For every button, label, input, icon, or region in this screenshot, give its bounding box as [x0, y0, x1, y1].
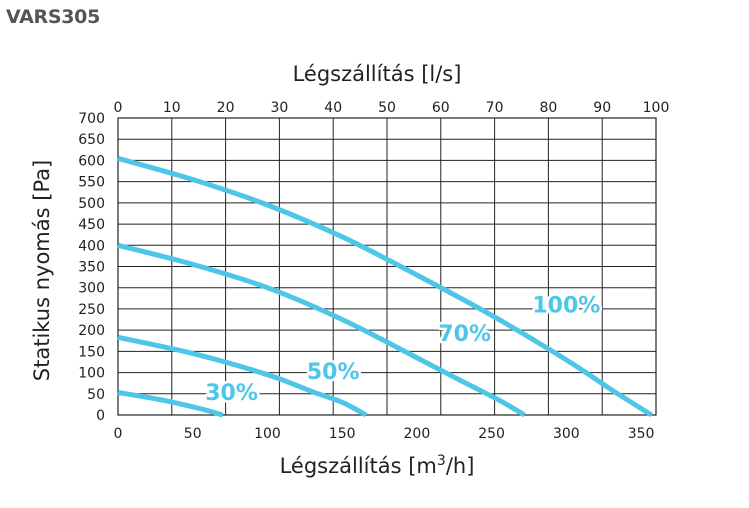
y-tick-label: 550 [78, 175, 105, 191]
y-axis-title: Statikus nyomás [Pa] [30, 160, 54, 381]
y-tick-label: 700 [78, 111, 105, 127]
y-tick-label: 100 [78, 366, 105, 382]
y-tick-label: 0 [96, 408, 105, 424]
x-axis-title: Légszállítás [m3/h] [280, 453, 475, 478]
curve-label-50pct: 50% [307, 360, 360, 385]
curve-label-100pct: 100% [532, 293, 600, 318]
y-tick-label: 200 [78, 323, 105, 339]
page-title: VARS305 [6, 6, 100, 28]
series-line-70pct [117, 242, 526, 418]
x2-tick-label: 100 [643, 100, 670, 116]
x2-axis-title: Légszállítás [l/s] [293, 62, 462, 86]
x-tick-label: 0 [114, 426, 123, 442]
x2-tick-label: 50 [378, 100, 396, 116]
y-tick-label: 400 [78, 238, 105, 254]
y-tick-label: 250 [78, 302, 105, 318]
x2-tick-label: 30 [270, 100, 288, 116]
curve-label-70pct: 70% [438, 322, 491, 347]
y-tick-label: 450 [78, 217, 105, 233]
plot-frame [117, 117, 657, 416]
x-tick-label: 50 [184, 426, 202, 442]
x2-tick-label: 70 [486, 100, 504, 116]
x2-tick-label: 40 [324, 100, 342, 116]
series-line-50pct [117, 334, 368, 418]
y-tick-label: 650 [78, 132, 105, 148]
curve-label-30pct: 30% [205, 381, 258, 406]
y-tick-label: 300 [78, 281, 105, 297]
y-tick-label: 600 [78, 153, 105, 169]
x2-tick-label: 0 [114, 100, 123, 116]
y-tick-label: 50 [87, 387, 105, 403]
x2-tick-label: 20 [217, 100, 235, 116]
y-tick-label: 350 [78, 260, 105, 276]
series-line-30pct [117, 390, 224, 418]
y-tick-label: 500 [78, 196, 105, 212]
x-tick-label: 200 [404, 426, 431, 442]
x2-tick-label: 80 [539, 100, 557, 116]
y-tick-label: 150 [78, 344, 105, 360]
x-tick-label: 250 [478, 426, 505, 442]
x2-tick-label: 90 [593, 100, 611, 116]
x-tick-label: 300 [553, 426, 580, 442]
x-tick-label: 350 [628, 426, 655, 442]
x2-tick-label: 10 [163, 100, 181, 116]
series-line-100pct [117, 155, 653, 418]
x-tick-label: 100 [254, 426, 281, 442]
x2-tick-label: 60 [432, 100, 450, 116]
x-tick-label: 150 [329, 426, 356, 442]
